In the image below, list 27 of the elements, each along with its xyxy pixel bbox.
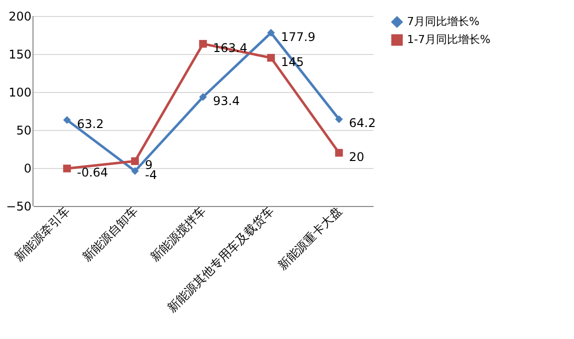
point	[335, 115, 343, 124]
legend-label: 1-7月同比增长%	[407, 33, 490, 46]
y-tick-label: 200	[8, 10, 32, 24]
data-label: 93.4	[213, 94, 240, 108]
data-label: 63.2	[77, 116, 104, 131]
point	[131, 167, 139, 175]
y-tick-label: 0	[24, 162, 32, 176]
point	[335, 148, 343, 157]
x-tick-label: 新能源重卡大盘	[275, 204, 344, 273]
point	[199, 93, 207, 101]
x-tick-label: 新能源搅拌车	[148, 204, 208, 264]
y-tick-label: 100	[8, 86, 32, 100]
point	[63, 164, 71, 172]
point	[63, 116, 71, 124]
x-tick-label: 新能源自卸车	[80, 204, 140, 264]
y-tick-label: 150	[8, 48, 32, 62]
point	[199, 40, 207, 48]
point	[267, 54, 275, 62]
data-label: -0.64	[77, 165, 108, 180]
y-tick-label: 50	[16, 124, 32, 138]
point	[131, 157, 139, 166]
data-label: 177.9	[281, 30, 316, 44]
data-label: 64.2	[349, 116, 376, 130]
data-label: 20	[349, 150, 364, 164]
y-tick-label: −50	[6, 200, 32, 214]
point	[267, 28, 275, 37]
legend-label: 7月同比增长%	[407, 15, 480, 28]
